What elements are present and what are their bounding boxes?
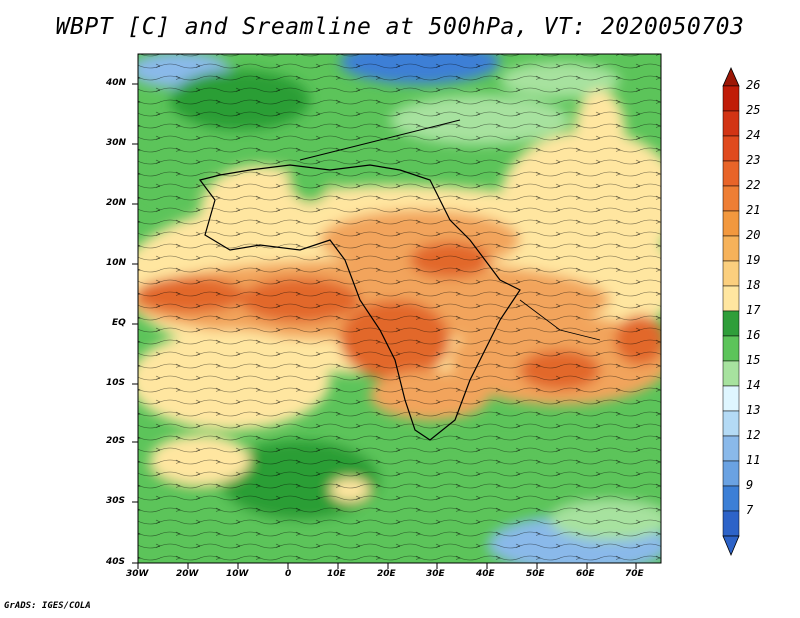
colorbar-label: 9	[746, 478, 754, 492]
colorbar-bottom-arrow	[722, 535, 740, 557]
temperature-field	[138, 54, 661, 563]
colorbar-label: 23	[746, 153, 761, 167]
lat-label: 40N	[106, 78, 127, 88]
colorbar-label: 18	[746, 278, 761, 292]
colorbar-label: 25	[746, 103, 761, 117]
lon-label: 30E	[426, 569, 445, 579]
colorbar-cell	[722, 485, 740, 512]
colorbar-cell	[722, 435, 740, 462]
colorbar-label: 12	[746, 428, 761, 442]
colorbar-label: 24	[746, 128, 761, 142]
colorbar-cell	[722, 410, 740, 437]
lon-label: 50E	[526, 569, 545, 579]
lat-label: EQ	[112, 318, 126, 328]
lat-label: 10N	[106, 258, 127, 268]
colorbar-cell	[722, 210, 740, 237]
lat-label: 20S	[106, 436, 126, 446]
lon-label: 10E	[327, 569, 346, 579]
colorbar-label: 17	[746, 303, 761, 317]
lon-label: 70E	[625, 569, 644, 579]
lon-label: 40E	[476, 569, 495, 579]
lon-label: 10W	[226, 569, 249, 579]
lat-label: 10S	[106, 378, 126, 388]
colorbar-cell	[722, 160, 740, 187]
footer-credit: GrADS: IGES/COLA	[4, 601, 91, 611]
lon-label: 30W	[126, 569, 149, 579]
colorbar-cell	[722, 185, 740, 212]
colorbar-cell	[722, 335, 740, 362]
colorbar-cell	[722, 510, 740, 537]
colorbar-cell	[722, 135, 740, 162]
colorbar-cell	[722, 360, 740, 387]
colorbar-label: 14	[746, 378, 761, 392]
colorbar-cell	[722, 260, 740, 287]
colorbar-cell	[722, 285, 740, 312]
colorbar-cell	[722, 235, 740, 262]
colorbar-label: 19	[746, 253, 761, 267]
lat-label: 20N	[106, 198, 127, 208]
lat-label: 30N	[106, 138, 127, 148]
colorbar-label: 13	[746, 403, 761, 417]
colorbar-label: 22	[746, 178, 761, 192]
colorbar-label: 11	[746, 453, 761, 467]
lat-label: 30S	[106, 496, 126, 506]
colorbar-top-arrow	[722, 67, 740, 87]
colorbar-cell	[722, 310, 740, 337]
colorbar-label: 15	[746, 353, 761, 367]
lon-label: 0	[285, 569, 292, 579]
colorbar-cell	[722, 460, 740, 487]
lon-label: 20E	[377, 569, 396, 579]
colorbar-label: 21	[746, 203, 761, 217]
lat-label: 40S	[106, 557, 126, 567]
colorbar-label: 20	[746, 228, 761, 242]
lon-label: 60E	[576, 569, 595, 579]
colorbar-label: 16	[746, 328, 761, 342]
colorbar-label: 26	[746, 78, 761, 92]
colorbar-cell	[722, 85, 740, 112]
colorbar-cell	[722, 385, 740, 412]
colorbar-cell	[722, 110, 740, 137]
chart-title: WBPT [C] and Sreamline at 500hPa, VT: 20…	[55, 14, 745, 40]
lon-label: 20W	[176, 569, 199, 579]
colorbar	[722, 67, 740, 557]
colorbar-label: 7	[746, 503, 754, 517]
